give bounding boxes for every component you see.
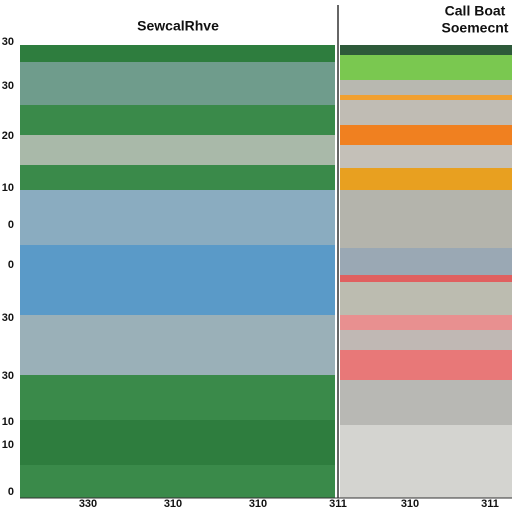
bottom-label: 311: [329, 498, 347, 510]
band: [340, 95, 512, 100]
right-panel: [340, 45, 512, 498]
band: [340, 125, 512, 145]
band: [340, 100, 512, 125]
bottom-labels: 330 310 310 311 310 311: [79, 498, 499, 510]
band: [20, 105, 335, 135]
bottom-label: 330: [79, 498, 97, 510]
band: [20, 465, 335, 498]
band: [340, 80, 512, 95]
band: [20, 135, 335, 165]
band: [20, 165, 335, 190]
right-title: Call Boat: [445, 3, 506, 19]
axis-label: 30: [2, 80, 14, 92]
band: [340, 275, 512, 282]
band: [340, 330, 512, 350]
band: [20, 315, 335, 375]
axis-labels: 30 30 20 10 0 0 30 30 10 10 0: [2, 36, 14, 498]
band: [340, 380, 512, 425]
bottom-label: 310: [401, 498, 419, 510]
left-panel: [20, 45, 335, 498]
band: [340, 168, 512, 190]
axis-label: 30: [2, 370, 14, 382]
band: [20, 190, 335, 245]
axis-label: 30: [2, 312, 14, 324]
band: [340, 145, 512, 168]
axis-label: 0: [8, 486, 14, 498]
axis-label: 20: [2, 130, 14, 142]
band: [340, 425, 512, 498]
band: [340, 315, 512, 330]
right-title: Soemecnt: [442, 20, 509, 36]
band: [340, 350, 512, 380]
bottom-label: 311: [481, 498, 499, 510]
band: [340, 55, 512, 80]
axis-label: 10: [2, 439, 14, 451]
band: [340, 45, 512, 55]
band: [340, 190, 512, 248]
bottom-label: 310: [164, 498, 182, 510]
bottom-label: 310: [249, 498, 267, 510]
band: [20, 245, 335, 315]
band: [340, 248, 512, 275]
band: [20, 62, 335, 105]
band: [20, 420, 335, 465]
axis-label: 10: [2, 416, 14, 428]
left-title: SewcalRhve: [137, 18, 219, 34]
band: [20, 45, 335, 62]
axis-label: 30: [2, 36, 14, 48]
axis-label: 0: [8, 259, 14, 271]
axis-label: 0: [8, 219, 14, 231]
axis-label: 10: [2, 182, 14, 194]
band: [340, 282, 512, 315]
band: [20, 375, 335, 420]
